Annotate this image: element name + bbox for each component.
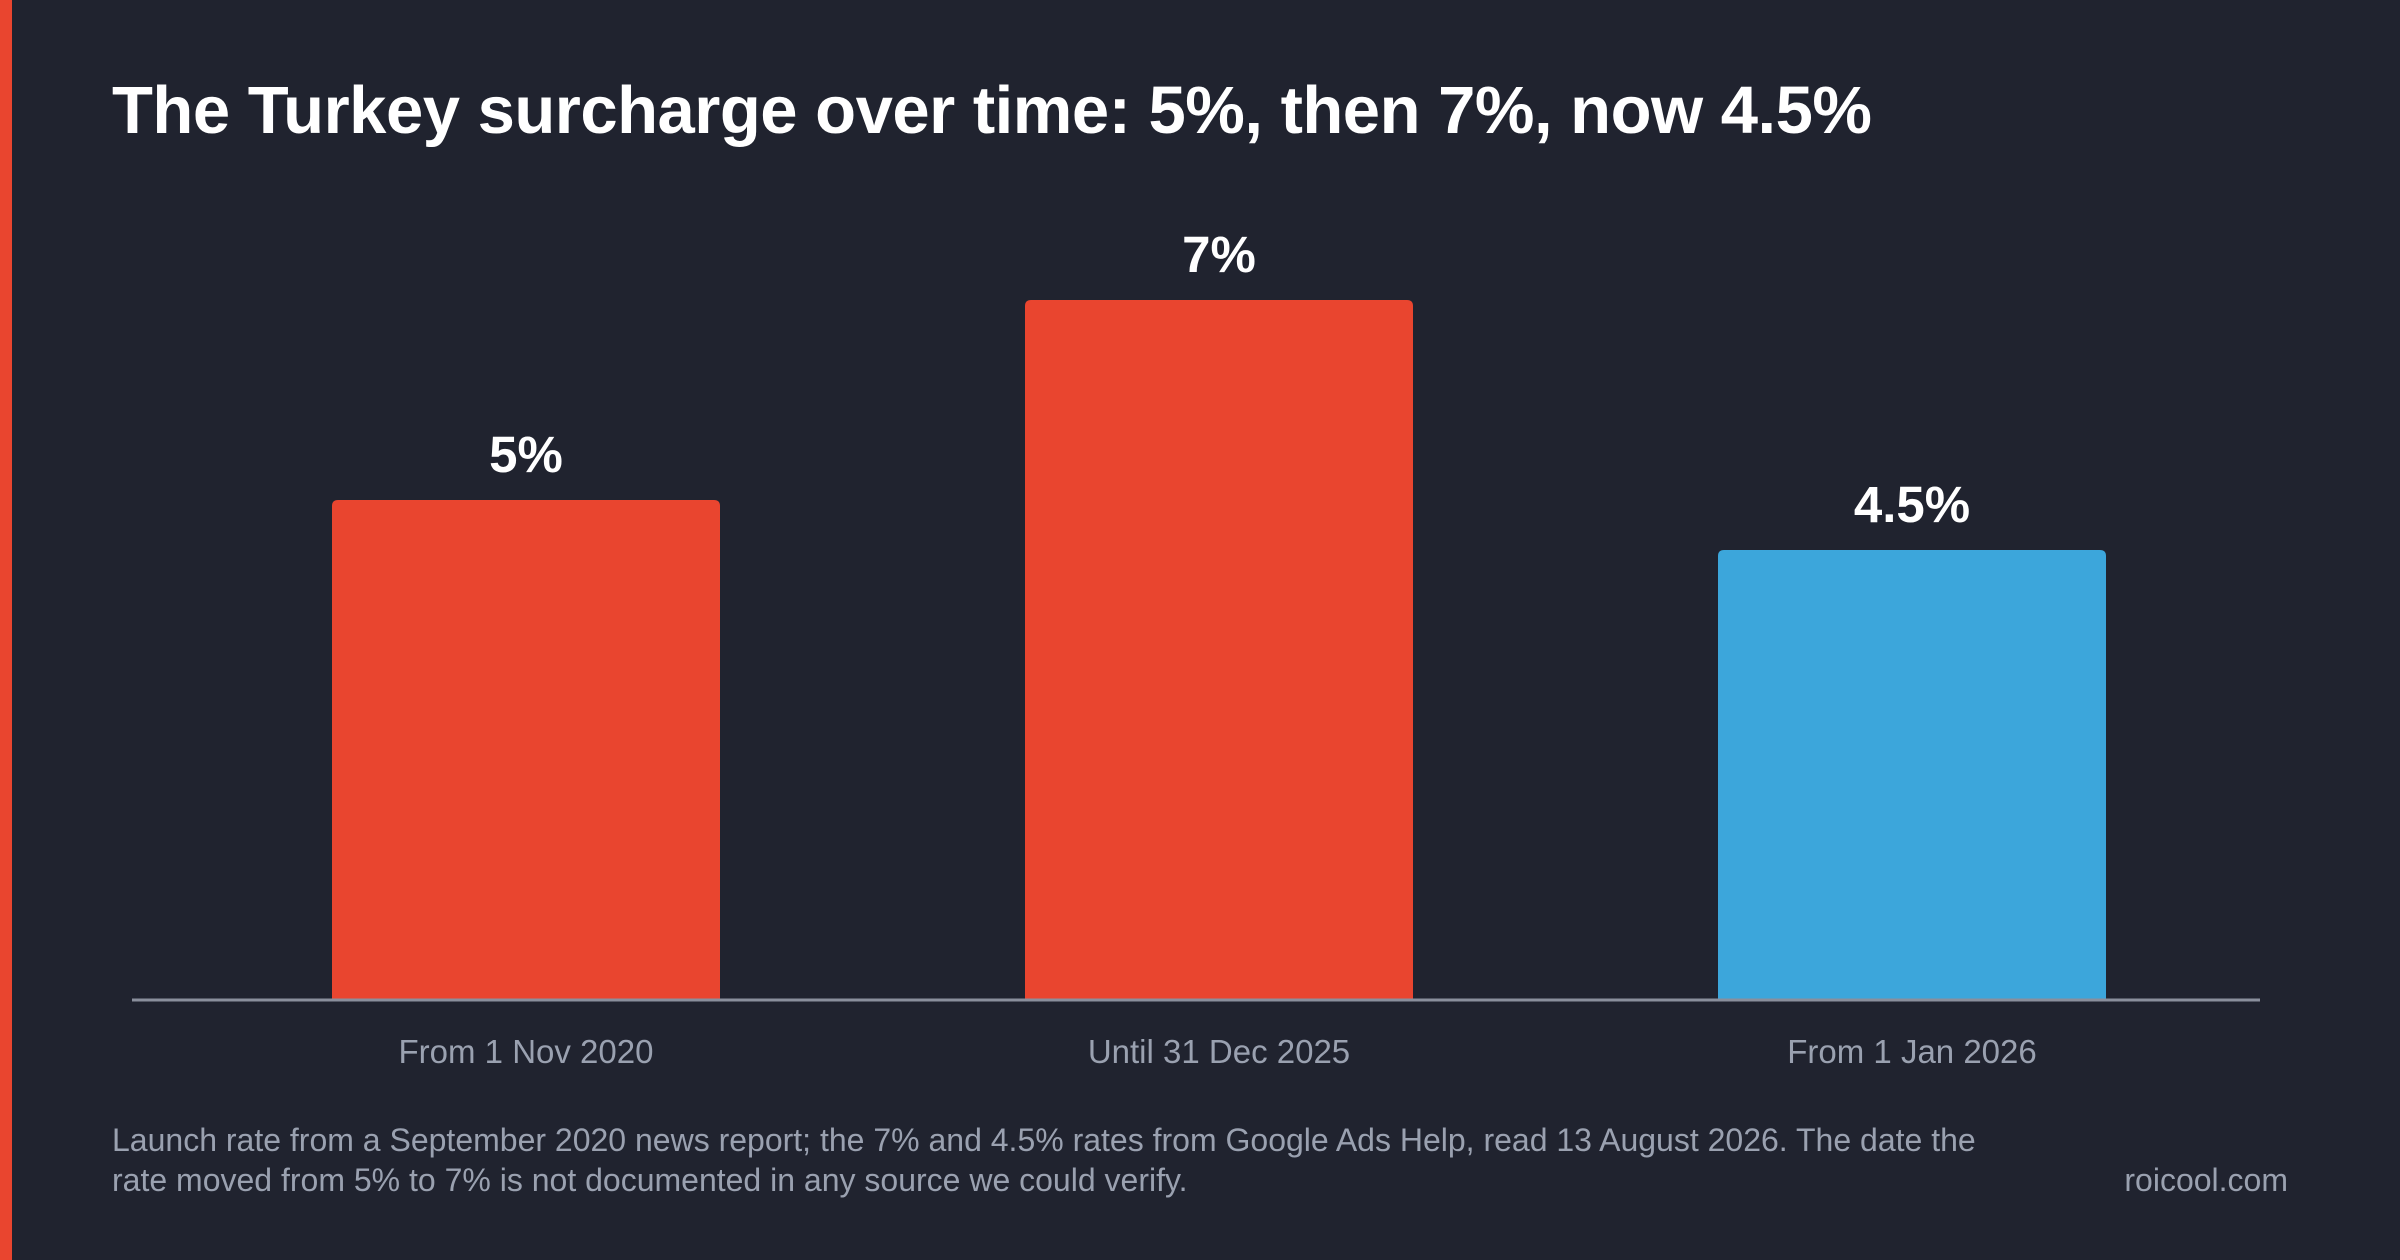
accent-stripe — [0, 0, 12, 1260]
x-tick-label: From 1 Jan 2026 — [1787, 1033, 2036, 1070]
data-label: 4.5% — [1854, 476, 1970, 533]
source-footnote: Launch rate from a September 2020 news r… — [112, 1122, 1976, 1198]
chart-title: The Turkey surcharge over time: 5%, then… — [112, 73, 1872, 148]
bar — [1025, 300, 1413, 1000]
bar — [332, 500, 720, 1000]
x-tick-label: From 1 Nov 2020 — [399, 1033, 654, 1070]
data-label: 7% — [1182, 226, 1256, 283]
x-tick-label: Until 31 Dec 2025 — [1088, 1033, 1350, 1070]
bar — [1718, 550, 2106, 1000]
brand-link[interactable]: roicool.com — [2124, 1162, 2288, 1198]
data-label: 5% — [489, 426, 563, 483]
